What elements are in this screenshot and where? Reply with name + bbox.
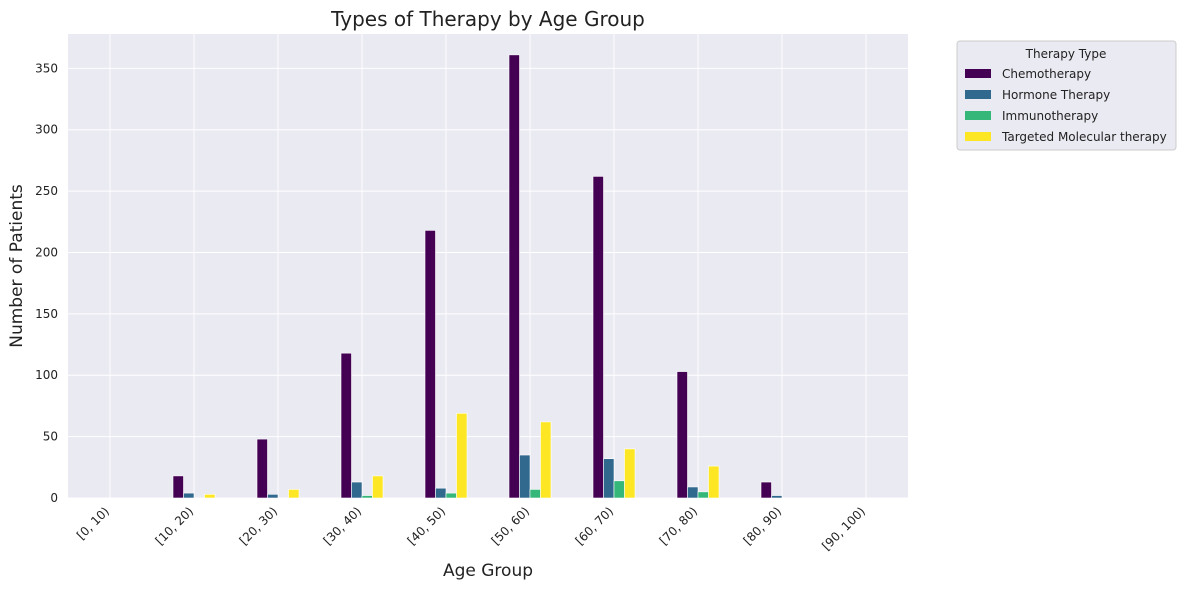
bar-chemotherapy [508,54,520,499]
bar-targeted-molecular-therapy [456,413,468,499]
bar-chemotherapy [172,475,184,499]
legend-label: Targeted Molecular therapy [1001,130,1167,144]
y-tick-label: 200 [35,245,58,259]
y-axis-label: Number of Patients [7,184,27,348]
x-tick-label: [40, 50) [405,504,449,548]
y-tick-label: 0 [50,491,58,505]
legend-label: Chemotherapy [1002,67,1091,81]
y-tick-label: 100 [35,368,58,382]
bar-chemotherapy [760,481,772,499]
y-tick-label: 300 [35,123,58,137]
grid-lines [68,34,908,499]
bar-targeted-molecular-therapy [204,494,216,499]
bar-immunotherapy [445,492,457,499]
plot-background [68,34,908,498]
bar-immunotherapy [361,495,373,499]
bar-chemotherapy [424,230,436,499]
bar-hormone-therapy [435,487,447,499]
y-tick-label: 50 [43,430,58,444]
bar-chemotherapy [676,371,688,499]
bar-targeted-molecular-therapy [540,421,552,499]
legend-swatch [965,90,991,99]
bar-immunotherapy [613,480,625,499]
bar-hormone-therapy [771,495,783,499]
bar-immunotherapy [529,489,541,499]
bar-targeted-molecular-therapy [288,489,300,499]
bar-targeted-molecular-therapy [372,475,384,499]
bar-hormone-therapy [351,481,363,499]
y-tick-label: 150 [35,307,58,321]
bar-chemotherapy [592,176,604,499]
x-axis-label: Age Group [443,561,533,581]
legend-label: Immunotherapy [1002,109,1098,123]
bar-hormone-therapy [603,458,615,499]
x-tick-label: [60, 70) [573,504,617,548]
bar-hormone-therapy [519,454,531,499]
x-tick-label: [90, 100) [819,504,868,553]
legend-box [956,40,1177,151]
y-tick-label: 350 [35,61,58,75]
y-tick-labels: 0 50 100 150 200 250 300 350 [35,61,58,505]
legend-title: Therapy Type [1025,47,1107,61]
x-tick-label: [20, 30) [237,504,281,548]
bar-immunotherapy [697,491,709,499]
x-tick-label: [30, 40) [321,504,365,548]
bar-chemotherapy [340,352,352,499]
legend-label: Hormone Therapy [1002,88,1110,102]
x-tick-label: [70, 80) [657,504,701,548]
x-tick-label: [10, 20) [153,504,197,548]
legend-swatch [965,111,991,120]
bar-chemotherapy [256,438,268,499]
x-tick-label: [50, 60) [489,504,533,548]
bar-targeted-molecular-therapy [708,465,720,499]
legend-swatch [965,69,991,78]
chart-title: Types of Therapy by Age Group [330,7,645,31]
legend-items: Chemotherapy Hormone Therapy Immunotherapy… [965,67,1167,144]
bars [172,54,783,499]
bar-targeted-molecular-therapy [624,448,636,499]
legend: Therapy Type Chemotherapy Hormone Therapy… [956,40,1177,151]
x-tick-labels: [0, 10) [10, 20) [20, 30) [30, 40) [40, 50) [… [74,504,868,553]
x-tick-label: [0, 10) [74,504,112,542]
x-tick-label: [80, 90) [741,504,785,548]
bar-hormone-therapy [687,486,699,499]
y-tick-label: 250 [35,184,58,198]
legend-swatch [965,132,991,141]
bar-hormone-therapy [183,492,195,499]
bar-hormone-therapy [267,494,279,499]
